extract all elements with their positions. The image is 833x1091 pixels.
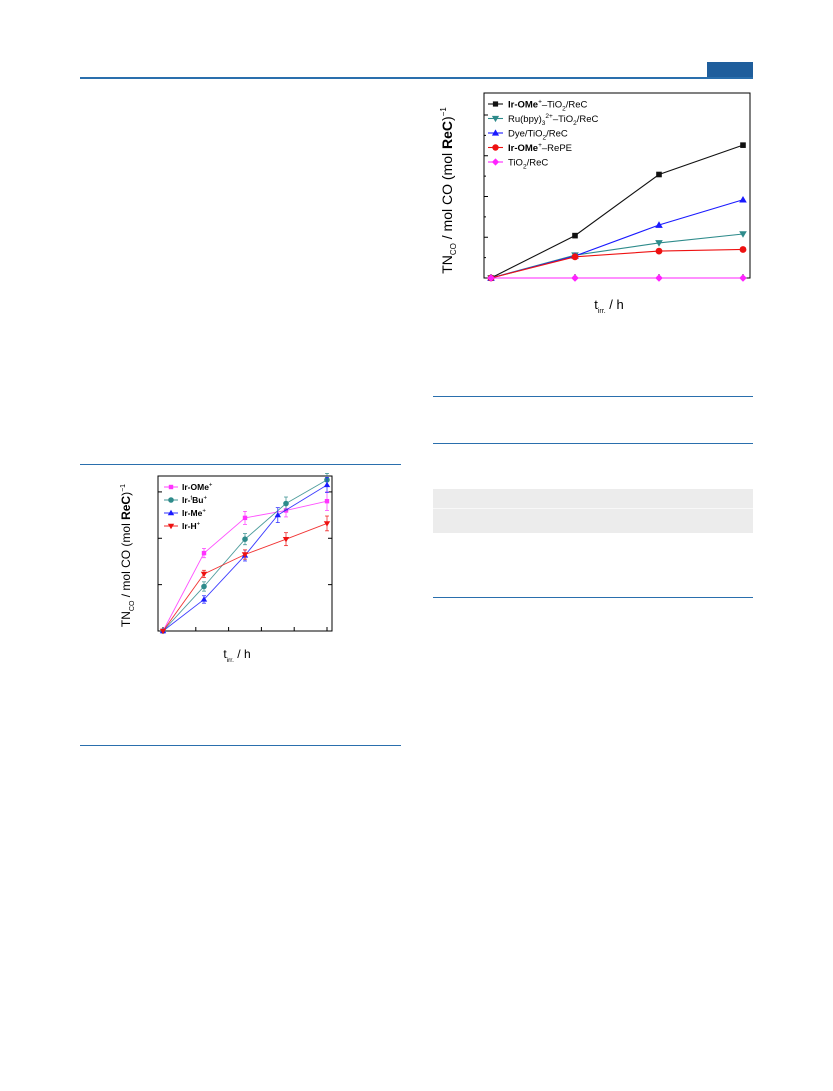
chart-co-tn-vs-time-comparison: tirr. / h TNCO / mol CO (mol ReC)−1 Ir-OMe…: [439, 92, 751, 315]
header-rule: [80, 77, 753, 79]
legend-entry: Ir-Me+: [164, 508, 206, 518]
data-point: [242, 515, 248, 521]
data-point: [740, 142, 746, 148]
legend-marker: [491, 115, 500, 123]
legend-label: Ir-OMe+–TiO2/ReC: [508, 99, 588, 113]
legend-entry: Ir-OMe+–RePE: [488, 142, 572, 154]
legend-marker: [492, 144, 499, 151]
legend-marker: [168, 497, 174, 503]
data-point: [201, 583, 207, 590]
left-rule-2: [80, 745, 401, 746]
data-point: [655, 247, 663, 255]
data-point: [739, 246, 747, 253]
series-line: [490, 144, 744, 279]
series-4: [487, 274, 747, 282]
table-shaded-band: [433, 489, 753, 533]
legend-label: Ir-Me+: [182, 508, 206, 518]
data-point: [323, 481, 331, 488]
header-corner-tab: [707, 62, 753, 77]
legend-marker: [491, 158, 500, 166]
data-point: [656, 171, 662, 178]
data-point: [572, 232, 578, 239]
data-point: [739, 274, 747, 282]
table-band-divider: [433, 508, 753, 509]
legend-marker: [167, 509, 175, 516]
legend-marker: [491, 129, 500, 136]
legend-label: TiO2/ReC: [508, 158, 548, 171]
series-3: [159, 515, 331, 635]
legend-entry: TiO2/ReC: [488, 158, 548, 171]
data-point: [655, 274, 663, 282]
legend-entry: Ir-OMe+–TiO2/ReC: [488, 99, 588, 113]
data-point: [283, 500, 289, 507]
x-axis-label: tirr. / h: [594, 297, 623, 315]
y-axis-label: TNCO / mol CO (mol ReC)−1: [439, 107, 458, 274]
data-point: [282, 537, 290, 543]
series-line: [490, 248, 744, 279]
legend-label: Ir-H+: [182, 521, 201, 531]
legend-marker: [167, 523, 175, 530]
data-point: [242, 536, 248, 542]
data-point: [655, 221, 663, 228]
data-point: [323, 521, 331, 527]
legend-marker: [168, 484, 174, 490]
legend-label: Ir-OMe+–RePE: [508, 142, 572, 154]
legend-label: Ir-OMe+: [182, 482, 213, 492]
series-3: [487, 246, 747, 282]
data-point: [571, 253, 579, 261]
legend-label: Ru(bpy)32+–TiO2/ReC: [508, 113, 598, 127]
plot-frame: [157, 475, 333, 632]
data-point: [201, 550, 207, 556]
data-point: [200, 596, 208, 602]
legend-label: Ir-tBu+: [182, 495, 208, 505]
data-point: [487, 274, 495, 282]
legend-entry: Ir-OMe+: [164, 482, 213, 492]
legend-entry: Ru(bpy)32+–TiO2/ReC: [488, 113, 598, 127]
data-point: [274, 511, 281, 518]
right-rule-3: [433, 597, 753, 598]
legend-entry: Dye/TiO2/ReC: [488, 129, 568, 142]
legend-marker: [492, 101, 499, 107]
data-point: [571, 274, 579, 282]
legend-entry: Ir-H+: [164, 521, 201, 531]
x-axis-label: tirr. / h: [223, 647, 250, 664]
legend-label: Dye/TiO2/ReC: [508, 129, 568, 142]
data-point: [241, 552, 249, 558]
data-point: [200, 571, 208, 578]
legend-entry: Ir-tBu+: [164, 495, 208, 505]
series-1: [487, 231, 747, 282]
data-point: [324, 498, 330, 504]
data-point: [739, 195, 747, 203]
y-axis-label: TNCO / mol CO (mol ReC)−1: [119, 484, 136, 627]
right-rule-1: [433, 396, 753, 397]
left-rule-1: [80, 464, 401, 465]
series-line: [490, 199, 744, 279]
data-point: [739, 231, 747, 238]
right-rule-2: [433, 443, 753, 444]
data-point: [655, 240, 663, 247]
chart-co-tn-vs-time-iridium-series: tirr. / h TNCO / mol CO (mol ReC)−1 Ir-OMe…: [119, 473, 333, 664]
legend: Ir-OMe+ Ir-tBu+ Ir-Me+ Ir-H+: [164, 482, 213, 531]
data-point: [159, 628, 167, 635]
